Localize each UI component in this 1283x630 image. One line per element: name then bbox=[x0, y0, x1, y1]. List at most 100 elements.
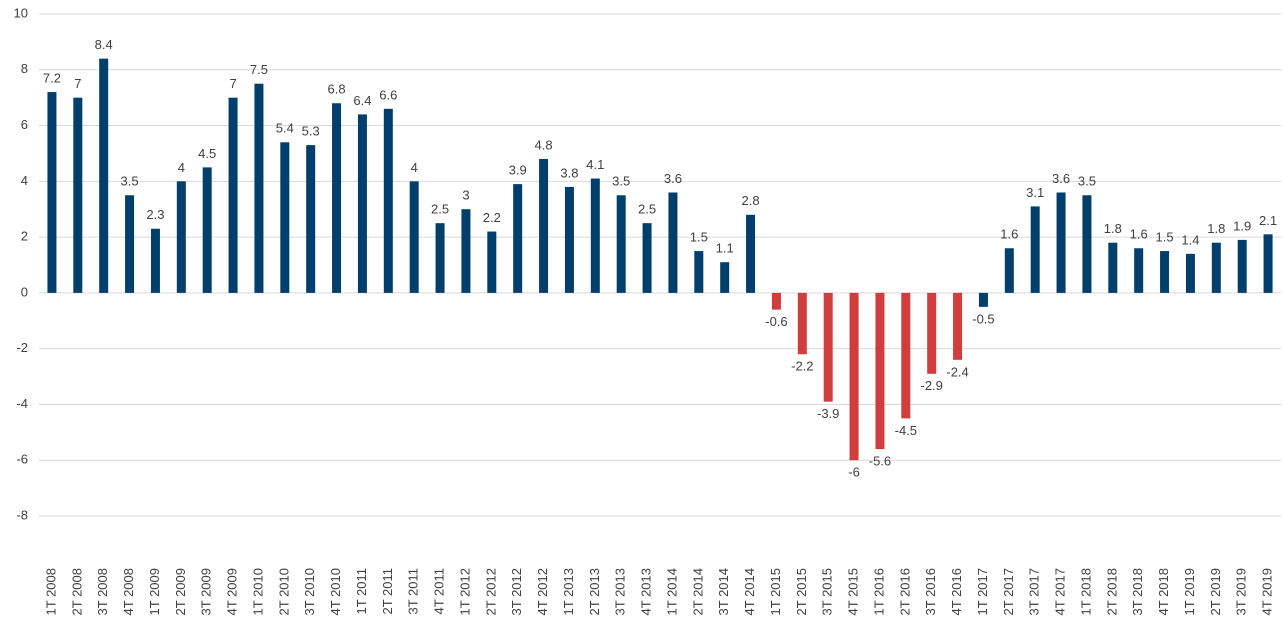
x-tick-label: 3T 2019 bbox=[1234, 568, 1249, 615]
x-tick-label: 1T 2019 bbox=[1182, 568, 1197, 615]
value-label: 7.5 bbox=[250, 62, 268, 77]
value-label: 7 bbox=[74, 76, 81, 91]
x-tick-label: 4T 2016 bbox=[949, 568, 964, 615]
value-label: 7 bbox=[229, 76, 236, 91]
value-label: 2.3 bbox=[146, 207, 164, 222]
value-label: 3.5 bbox=[1078, 174, 1096, 189]
value-label: 2.5 bbox=[638, 202, 656, 217]
bar bbox=[383, 108, 393, 293]
bar bbox=[1160, 251, 1170, 293]
bar bbox=[150, 228, 160, 293]
bar bbox=[254, 83, 264, 293]
x-tick-label: 1T 2013 bbox=[561, 568, 576, 615]
value-label: 6.8 bbox=[328, 82, 346, 97]
bar bbox=[357, 114, 367, 293]
x-tick-label: 1T 2018 bbox=[1078, 568, 1093, 615]
value-label: -0.5 bbox=[972, 311, 994, 326]
bar bbox=[539, 159, 549, 293]
bar bbox=[513, 184, 523, 293]
x-tick-label: 1T 2012 bbox=[457, 568, 472, 615]
value-label: 1.8 bbox=[1207, 221, 1225, 236]
bar bbox=[590, 178, 600, 293]
bar bbox=[694, 251, 704, 293]
x-tick-label: 1T 2011 bbox=[354, 568, 369, 615]
value-label: 3.5 bbox=[612, 174, 630, 189]
x-tick-label: 4T 2010 bbox=[328, 568, 343, 615]
x-tick-label: 3T 2012 bbox=[509, 568, 524, 615]
bar bbox=[1030, 206, 1040, 293]
value-label: 4.5 bbox=[198, 146, 216, 161]
x-tick-label: 2T 2008 bbox=[69, 568, 84, 615]
value-label: 4 bbox=[411, 160, 418, 175]
bar bbox=[461, 209, 471, 293]
bar bbox=[771, 292, 781, 310]
x-tick-label: 3T 2013 bbox=[613, 568, 628, 615]
bar bbox=[978, 292, 988, 307]
y-tick-label: 8 bbox=[21, 61, 28, 76]
value-label: -2.9 bbox=[920, 378, 942, 393]
x-tick-label: 2T 2018 bbox=[1104, 568, 1119, 615]
x-tick-label: 3T 2009 bbox=[199, 568, 214, 615]
x-tick-label: 3T 2011 bbox=[406, 568, 421, 615]
value-label: 8.4 bbox=[95, 37, 113, 52]
bar bbox=[409, 181, 419, 293]
value-label: 1.4 bbox=[1181, 232, 1199, 247]
x-tick-label: 1T 2009 bbox=[147, 568, 162, 615]
value-label: 2.5 bbox=[431, 202, 449, 217]
x-tick-label: 4T 2019 bbox=[1260, 568, 1275, 615]
value-label: 1.8 bbox=[1104, 221, 1122, 236]
x-tick-label: 4T 2015 bbox=[846, 568, 861, 615]
bar bbox=[1134, 248, 1144, 293]
x-tick-label: 2T 2019 bbox=[1208, 568, 1223, 615]
bar bbox=[823, 292, 833, 402]
x-tick-label: 1T 2015 bbox=[768, 568, 783, 615]
x-tick-label: 4T 2017 bbox=[1053, 568, 1068, 615]
bar bbox=[642, 223, 652, 293]
bar bbox=[953, 292, 963, 360]
bar bbox=[280, 142, 290, 293]
x-tick-label: 1T 2014 bbox=[664, 568, 679, 615]
x-tick-label: 2T 2012 bbox=[483, 568, 498, 615]
value-label: 5.4 bbox=[276, 121, 294, 136]
value-label: -2.4 bbox=[946, 364, 968, 379]
bar bbox=[927, 292, 937, 374]
bar bbox=[47, 92, 57, 293]
bar bbox=[306, 145, 316, 293]
bar bbox=[746, 214, 756, 293]
bar bbox=[875, 292, 885, 450]
value-label: 1.9 bbox=[1233, 218, 1251, 233]
x-tick-label: 4T 2014 bbox=[742, 568, 757, 615]
value-label: 3 bbox=[462, 188, 469, 203]
bar bbox=[1211, 242, 1221, 293]
y-tick-label: -4 bbox=[16, 396, 28, 411]
value-label: 6.6 bbox=[379, 87, 397, 102]
y-tick-label: 0 bbox=[21, 284, 28, 299]
x-tick-label: 2T 2015 bbox=[794, 568, 809, 615]
bar bbox=[1004, 248, 1014, 293]
value-label: 4.8 bbox=[535, 137, 553, 152]
value-label: 1.5 bbox=[690, 229, 708, 244]
bar bbox=[228, 97, 238, 293]
value-label: 3.9 bbox=[509, 163, 527, 178]
x-tick-label: 2T 2011 bbox=[380, 568, 395, 615]
x-tick-label: 2T 2014 bbox=[690, 568, 705, 615]
x-tick-label: 3T 2018 bbox=[1130, 568, 1145, 615]
x-tick-label: 4T 2011 bbox=[432, 568, 447, 615]
x-tick-label: 1T 2010 bbox=[250, 568, 265, 615]
y-tick-label: -8 bbox=[16, 507, 28, 522]
x-tick-label: 3T 2014 bbox=[716, 568, 731, 615]
bar bbox=[125, 195, 135, 293]
value-label: -6 bbox=[848, 465, 860, 480]
x-tick-label: 3T 2016 bbox=[923, 568, 938, 615]
x-tick-label: 3T 2008 bbox=[95, 568, 110, 615]
bar bbox=[332, 103, 342, 293]
value-label: 3.6 bbox=[664, 171, 682, 186]
x-tick-label: 2T 2009 bbox=[173, 568, 188, 615]
bar bbox=[1237, 239, 1247, 293]
x-tick-label: 2T 2013 bbox=[587, 568, 602, 615]
y-tick-label: -6 bbox=[16, 452, 28, 467]
bar bbox=[616, 195, 626, 293]
value-label: 6.4 bbox=[353, 93, 371, 108]
bar bbox=[99, 58, 109, 293]
